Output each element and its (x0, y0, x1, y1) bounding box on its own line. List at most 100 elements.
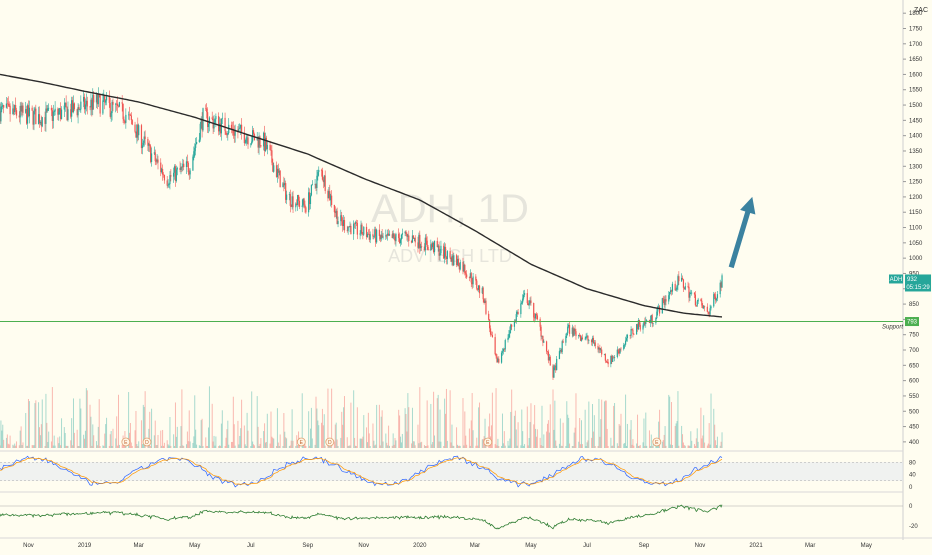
volume-bar (423, 444, 425, 448)
candle-body (502, 349, 505, 352)
candle-body (285, 183, 287, 200)
candle-body (548, 356, 550, 361)
volume-bar (359, 438, 361, 448)
volume-bar (452, 445, 454, 448)
volume-bar (212, 441, 214, 448)
volume-bar (369, 446, 371, 448)
volume-bar (684, 445, 686, 448)
volume-bar (691, 440, 693, 448)
candle-body (162, 174, 165, 176)
volume-bar (710, 393, 712, 448)
candle-body (270, 150, 272, 151)
volume-bar (136, 444, 138, 448)
candle-body (272, 162, 274, 172)
volume-bar (34, 403, 36, 448)
volume-bar (603, 401, 605, 448)
price-tick-label: 1300 (909, 164, 923, 170)
candle-body (316, 175, 318, 189)
candle-body (439, 253, 441, 256)
candle-body (642, 325, 644, 330)
volume-bar (611, 445, 613, 448)
candle-body (297, 195, 299, 205)
volume-bar (465, 435, 467, 448)
candle-body (709, 308, 711, 315)
volume-bar (669, 396, 671, 448)
candle-body (632, 329, 634, 334)
candle-body (232, 128, 234, 134)
volume-bar (695, 438, 697, 448)
volume-bar (594, 445, 596, 448)
candle-body (459, 261, 461, 270)
volume-bar (632, 439, 634, 448)
price-tick-label: 450 (909, 425, 920, 431)
candle-body (264, 137, 267, 151)
candle-body (453, 255, 455, 266)
candle-body (25, 109, 27, 113)
candle-body (38, 114, 41, 124)
candle-body (433, 240, 436, 253)
event-marker-label: E (655, 440, 659, 446)
candle-body (124, 120, 126, 123)
candle-body (117, 106, 120, 107)
volume-bar (677, 391, 679, 448)
support-price-text: 793 (907, 320, 918, 326)
candle-body (432, 242, 435, 253)
volume-bar (504, 445, 506, 448)
volume-bar (115, 438, 117, 448)
volume-bar (456, 444, 458, 448)
volume-bar (479, 402, 481, 448)
volume-bar (652, 441, 654, 448)
candle-body (73, 103, 76, 110)
candle-body (109, 102, 111, 117)
price-tick-label: 700 (909, 348, 920, 354)
candle-body (6, 103, 8, 105)
volume-bar (706, 445, 708, 448)
volume-bar (327, 388, 329, 448)
volume-bar (620, 413, 622, 448)
volume-bar (155, 445, 157, 448)
volume-bar (690, 431, 692, 448)
volume-bar (376, 404, 378, 448)
volume-bar (252, 441, 254, 448)
candle-body (163, 174, 166, 181)
volume-bar (568, 417, 570, 448)
volume-bar (185, 444, 187, 448)
volume-bar (186, 431, 188, 448)
candle-body (575, 331, 577, 337)
candle-body (155, 161, 157, 162)
candle-body (84, 104, 87, 110)
candle-body (1, 106, 3, 107)
price-tick-label: 1600 (909, 72, 923, 78)
candle-body (689, 293, 691, 298)
candle-body (193, 151, 195, 157)
volume-bar (26, 445, 28, 448)
volume-bar (502, 443, 504, 448)
volume-bar (341, 411, 343, 448)
candle-body (444, 246, 447, 257)
candle-body (141, 145, 143, 149)
candle-body (427, 246, 429, 251)
volume-bar (109, 434, 111, 448)
candle-body (629, 335, 631, 336)
volume-bar (173, 434, 175, 448)
volume-bar (421, 441, 423, 448)
volume-bar (566, 401, 568, 448)
candle-body (380, 234, 382, 240)
candle-body (286, 194, 288, 200)
candle-body (437, 245, 439, 248)
candle-body (148, 143, 150, 146)
volume-bar (329, 445, 331, 448)
volume-bar (558, 443, 560, 448)
volume-bar (264, 442, 266, 448)
volume-bar (334, 424, 336, 448)
volume-bar (239, 435, 241, 448)
volume-bar (521, 409, 523, 448)
candle-body (240, 124, 242, 128)
volume-bar (446, 440, 448, 448)
candle-body (284, 183, 286, 186)
volume-bar (488, 426, 490, 448)
candle-body (715, 296, 717, 301)
candle-body (697, 299, 699, 302)
